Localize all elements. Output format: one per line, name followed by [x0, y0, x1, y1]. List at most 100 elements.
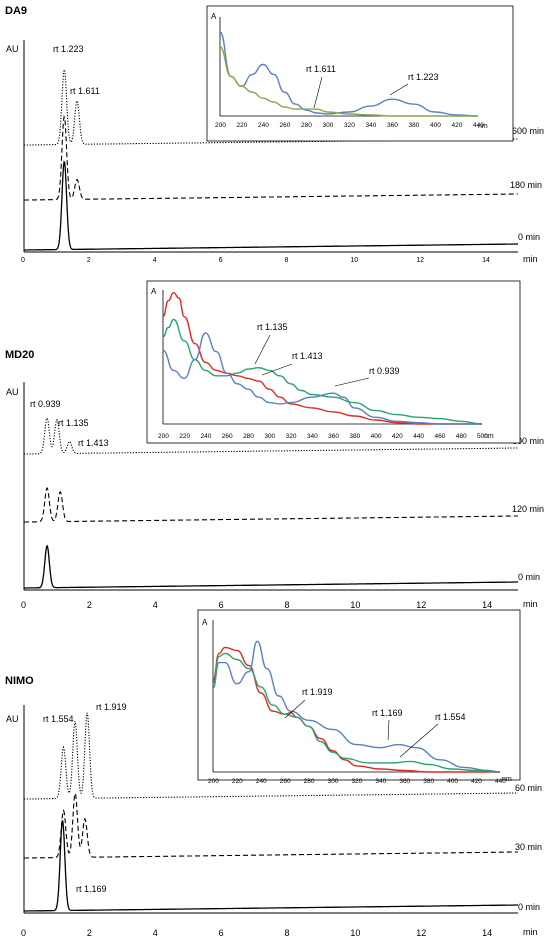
x-tick-label: 2	[87, 257, 91, 264]
panel-title: NIMO	[5, 675, 34, 687]
inset-tick-label: 200	[158, 433, 169, 440]
inset-tick-label: 420	[452, 122, 463, 129]
inset-tick-label: 380	[423, 778, 434, 785]
x-tick-label: 4	[153, 928, 158, 938]
x-tick-label: 14	[482, 600, 492, 610]
peak-label: rt 1.919	[96, 702, 127, 712]
x-tick-label: 14	[482, 257, 490, 264]
series-label-30: 30 min	[515, 842, 542, 852]
inset-tick-label: 340	[366, 122, 377, 129]
trace-dashed	[24, 115, 518, 201]
inset-spectrum: A 200 220 240 260 280 300 320 340 360 380 400 420 44…	[197, 609, 521, 785]
inset-x-label: nm	[484, 433, 494, 440]
spectrum-line	[162, 332, 482, 425]
x-tick-label: 2	[87, 600, 92, 610]
series-label-60: 60 min	[515, 783, 542, 793]
inset-x-label: nm	[478, 123, 488, 130]
inset-tick-label: 280	[243, 433, 254, 440]
series-label-600: 600 min	[512, 126, 544, 136]
inset-spectra	[219, 31, 479, 117]
inset-tick-label: 300	[323, 122, 334, 129]
chromatogram-traces	[24, 712, 518, 912]
trace-dashed	[24, 487, 518, 523]
spectrum-label-leader	[334, 377, 370, 387]
inset-tick-label: 380	[349, 433, 360, 440]
spectrum-label: rt 1.413	[292, 351, 323, 361]
series-label-0: 0 min	[518, 572, 540, 582]
x-tick-label: 2	[87, 928, 92, 938]
inset-tick-label: 340	[375, 778, 386, 785]
inset-tick-label: 300	[328, 778, 339, 785]
inset-tick-label: 280	[304, 778, 315, 785]
trace-solid	[24, 820, 518, 912]
x-tick-label: 8	[284, 928, 289, 938]
trace-solid	[24, 160, 518, 251]
inset-tick-label: 240	[258, 122, 269, 129]
inset-tick-label: 360	[387, 122, 398, 129]
panel-da9: DA9 AU 0 2 4 6 8 10 12 14 min 600 min 180 min 0…	[5, 5, 544, 264]
series-label-120: 120 min	[512, 504, 544, 514]
inset-spectra	[162, 291, 483, 425]
inset-tick-label: 260	[280, 778, 291, 785]
inset-tick-label: 440	[473, 122, 484, 129]
series-label-0: 0 min	[518, 902, 540, 912]
inset-tick-label: 420	[471, 778, 482, 785]
inset-tick-label: 360	[399, 778, 410, 785]
x-tick-label: 0	[21, 600, 26, 610]
spectrum-label: rt 1.135	[257, 322, 288, 332]
spectrum-label: rt 1.919	[302, 687, 333, 697]
inset-tick-label: 460	[434, 433, 445, 440]
spectrum-label-leader	[284, 699, 306, 719]
inset-tick-label: 400	[371, 433, 382, 440]
panel-nimo: NIMO AU 0 2 4 6 8 10 12 14 min 60 min 30 min 0 …	[5, 609, 542, 938]
inset-tick-label: 340	[307, 433, 318, 440]
trace-dashed	[24, 791, 518, 859]
x-tick-label: 6	[219, 600, 224, 610]
inset-tick-label: 320	[352, 778, 363, 785]
spectrum-line	[162, 291, 482, 425]
x-axis-label: min	[523, 599, 538, 609]
spectrum-line	[219, 31, 479, 117]
spectrum-label-leader	[254, 334, 271, 365]
x-tick-label: 12	[416, 928, 426, 938]
spectrum-line	[212, 652, 501, 773]
inset-y-label: A	[151, 287, 157, 296]
peak-label: rt 1.169	[76, 884, 107, 894]
x-tick-label: 8	[284, 257, 288, 264]
inset-tick-label: 260	[280, 122, 291, 129]
x-tick-labels: 0 2 4 6 8 10 12 14	[21, 600, 492, 610]
inset-tick-labels: 200 220 240 260 280 300 320 340 360 380 400 420 440	[208, 778, 506, 785]
spectrum-label: rt 1.169	[372, 708, 403, 718]
inset-y-label: A	[211, 12, 217, 21]
panel-title: DA9	[5, 5, 27, 17]
inset-y-label: A	[202, 618, 208, 627]
spectrum-line	[219, 46, 478, 117]
spectrum-line	[212, 640, 501, 773]
inset-tick-label: 200	[208, 778, 219, 785]
panel-title: MD20	[5, 349, 34, 361]
chromatogram-traces	[24, 416, 518, 589]
series-label-180: 180 min	[510, 180, 542, 190]
series-label-0: 0 min	[518, 232, 540, 242]
x-tick-label: 12	[416, 600, 426, 610]
inset-tick-label: 400	[447, 778, 458, 785]
inset-tick-label: 220	[237, 122, 248, 129]
inset-tick-label: 380	[409, 122, 420, 129]
spectrum-label: rt 0.939	[369, 366, 400, 376]
inset-tick-label: 320	[344, 122, 355, 129]
inset-tick-label: 220	[179, 433, 190, 440]
inset-tick-label: 320	[286, 433, 297, 440]
inset-tick-label: 240	[201, 433, 212, 440]
inset-tick-labels: 200 220 240 260 280 300 320 340 360 380 400 420 440	[215, 122, 484, 129]
x-tick-label: 12	[416, 257, 424, 264]
inset-tick-label: 300	[264, 433, 275, 440]
series-label-600: 600 min	[512, 436, 544, 446]
inset-spectra	[212, 640, 501, 773]
peak-label: rt 1.611	[70, 86, 100, 96]
panel-md20: MD20 AU 0 2 4 6 8 10 12 14 min 600 min 120 min …	[5, 280, 544, 610]
inset-frame	[197, 609, 521, 781]
inset-frame	[206, 5, 514, 142]
peak-label: rt 1.413	[78, 438, 109, 448]
